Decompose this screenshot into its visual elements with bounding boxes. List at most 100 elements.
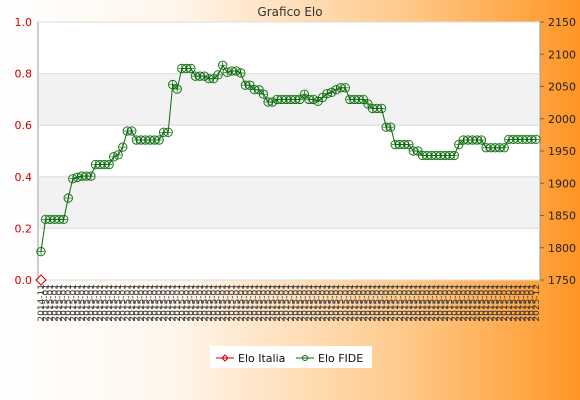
x-tick-label: 2015-01 bbox=[432, 284, 442, 322]
x-tick-label: 2015-01 bbox=[359, 284, 369, 322]
x-tick-label: 2015-01 bbox=[305, 284, 315, 322]
data-point-elo-fide bbox=[118, 142, 128, 152]
data-point-elo-fide bbox=[36, 246, 46, 257]
left-tick-label: 0.2 bbox=[15, 222, 33, 235]
data-point-elo-fide bbox=[154, 135, 164, 145]
x-tick-label: 2015-01 bbox=[110, 284, 120, 322]
x-tick-label: 2015-01 bbox=[141, 284, 151, 322]
data-point-elo-fide bbox=[386, 122, 396, 132]
left-tick-label: 0.0 bbox=[15, 274, 33, 287]
x-tick-label: 2015-01 bbox=[241, 284, 251, 322]
chart-title: Grafico Elo bbox=[257, 5, 322, 19]
x-tick-label: 2015-01 bbox=[60, 284, 70, 322]
x-tick-label: 2015-01 bbox=[514, 284, 524, 322]
x-tick-label: 2015-01 bbox=[214, 284, 224, 322]
x-tick-label: 2015-01 bbox=[332, 284, 342, 322]
x-tick-label: 2015-01 bbox=[300, 284, 310, 322]
x-tick-label: 2015-01 bbox=[468, 284, 478, 322]
legend-box bbox=[210, 346, 372, 368]
x-tick-label: 2015-01 bbox=[378, 284, 388, 322]
data-point-elo-fide bbox=[449, 150, 459, 161]
x-tick-label: 2015-01 bbox=[123, 284, 133, 322]
x-tick-label: 2015-01 bbox=[278, 284, 288, 322]
x-tick-label: 2015-01 bbox=[246, 284, 256, 322]
x-tick-label: 2015-01 bbox=[400, 284, 410, 322]
x-tick-label: 2015-01 bbox=[414, 284, 424, 322]
x-axis: 2014-112015-012015-012015-012015-012015-… bbox=[37, 284, 542, 322]
plot-band bbox=[39, 176, 539, 229]
x-tick-label: 2015-01 bbox=[459, 284, 469, 322]
x-tick-label: 2014-11 bbox=[37, 284, 47, 322]
x-tick-label: 2015-01 bbox=[323, 284, 333, 322]
left-tick-label: 0.8 bbox=[15, 68, 33, 81]
x-tick-label: 2015-01 bbox=[373, 284, 383, 322]
x-tick-label: 2015-01 bbox=[178, 284, 188, 322]
x-tick-label: 2015-01 bbox=[196, 284, 206, 322]
x-tick-label: 2015-01 bbox=[355, 284, 365, 322]
x-tick-label: 2015-01 bbox=[369, 284, 379, 322]
x-tick-label: 2015-01 bbox=[96, 284, 106, 322]
data-point-elo-fide bbox=[86, 171, 96, 181]
x-tick-label: 2015-01 bbox=[423, 284, 433, 322]
x-tick-label: 2015-01 bbox=[169, 284, 179, 322]
x-tick-label: 2015-01 bbox=[405, 284, 415, 322]
x-tick-label: 2015-01 bbox=[46, 284, 56, 322]
x-tick-label: 2015-01 bbox=[160, 284, 170, 322]
x-tick-label: 2015-01 bbox=[187, 284, 197, 322]
data-point-elo-fide bbox=[218, 60, 228, 70]
x-tick-label: 2015-01 bbox=[228, 284, 238, 322]
x-tick-label: 2015-01 bbox=[164, 284, 174, 322]
x-tick-label: 2015-01 bbox=[319, 284, 329, 322]
x-tick-label: 2015-01 bbox=[250, 284, 260, 322]
x-tick-label: 2015-01 bbox=[200, 284, 210, 322]
x-tick-label: 2015-01 bbox=[51, 284, 61, 322]
x-tick-label: 2015-01 bbox=[364, 284, 374, 322]
series-layer bbox=[35, 60, 541, 286]
x-tick-label: 2015-01 bbox=[455, 284, 465, 322]
x-tick-label: 2015-01 bbox=[219, 284, 229, 322]
x-tick-label: 2015-01 bbox=[269, 284, 279, 322]
legend-label-elo-fide: Elo FIDE bbox=[318, 352, 363, 365]
x-tick-label: 2015-01 bbox=[232, 284, 242, 322]
x-tick-label: 2015-01 bbox=[132, 284, 142, 322]
x-tick-label: 2025-12 bbox=[532, 284, 542, 322]
x-tick-label: 2015-01 bbox=[223, 284, 233, 322]
data-point-elo-fide bbox=[340, 83, 350, 93]
x-tick-label: 2015-01 bbox=[328, 284, 338, 322]
left-tick-label: 0.4 bbox=[15, 171, 33, 184]
x-tick-label: 2015-01 bbox=[382, 284, 392, 322]
data-point-elo-fide bbox=[104, 159, 114, 170]
plot-background bbox=[37, 21, 541, 281]
right-tick-label: 2000 bbox=[548, 113, 576, 126]
x-tick-label: 2015-01 bbox=[119, 284, 129, 322]
x-tick-label: 2015-01 bbox=[91, 284, 101, 322]
x-tick-label: 2015-01 bbox=[391, 284, 401, 322]
x-tick-label: 2015-01 bbox=[69, 284, 79, 322]
x-tick-label: 2015-01 bbox=[255, 284, 265, 322]
legend: Elo Italia Elo FIDE bbox=[210, 346, 372, 368]
x-tick-label: 2015-01 bbox=[396, 284, 406, 322]
x-tick-label: 2015-01 bbox=[450, 284, 460, 322]
x-tick-label: 2015-01 bbox=[291, 284, 301, 322]
legend-label-elo-italia: Elo Italia bbox=[238, 352, 285, 365]
x-tick-label: 2015-01 bbox=[173, 284, 183, 322]
x-tick-label: 2015-01 bbox=[387, 284, 397, 322]
data-point-elo-fide bbox=[59, 214, 69, 225]
data-point-elo-fide bbox=[186, 63, 196, 74]
right-tick-label: 1850 bbox=[548, 210, 576, 223]
x-tick-label: 2015-01 bbox=[191, 284, 201, 322]
x-tick-label: 2015-01 bbox=[478, 284, 488, 322]
legend-marker-elo-italia bbox=[221, 354, 229, 362]
x-tick-label: 2015-01 bbox=[155, 284, 165, 322]
x-tick-label: 2015-01 bbox=[341, 284, 351, 322]
x-tick-label: 2015-01 bbox=[182, 284, 192, 322]
x-tick-label: 2015-01 bbox=[446, 284, 456, 322]
x-tick-label: 2015-01 bbox=[64, 284, 74, 322]
grid-lines bbox=[38, 21, 540, 281]
data-point-elo-italia bbox=[35, 274, 47, 286]
x-tick-label: 2015-01 bbox=[114, 284, 124, 322]
x-tick-label: 2015-01 bbox=[491, 284, 501, 322]
x-tick-label: 2015-01 bbox=[101, 284, 111, 322]
data-point-elo-fide bbox=[172, 84, 182, 94]
